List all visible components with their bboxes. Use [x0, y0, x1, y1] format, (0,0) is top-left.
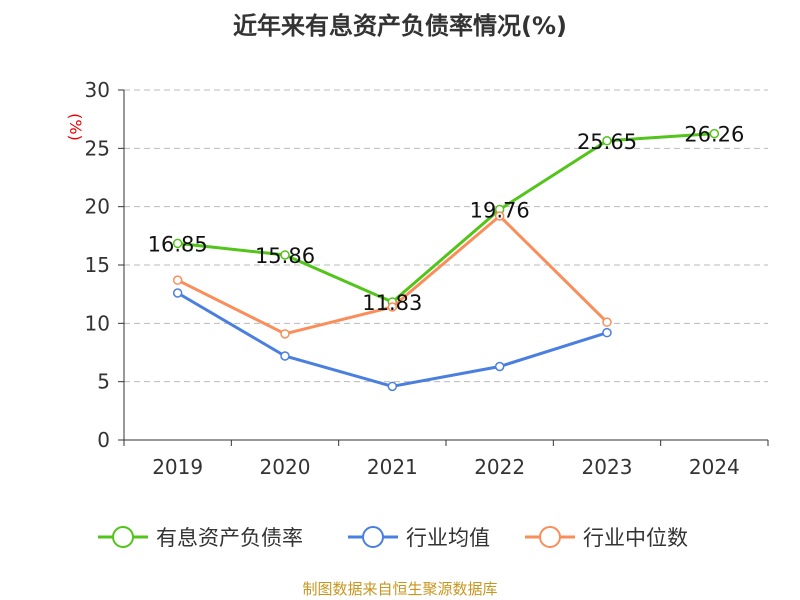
data-label: 25.65	[577, 130, 637, 154]
legend-marker	[539, 526, 561, 548]
x-tick-label: 2022	[474, 455, 525, 479]
y-tick-label: 30	[85, 78, 110, 102]
data-label: 15.86	[255, 244, 315, 268]
y-tick-label: 25	[85, 136, 110, 160]
data-point	[602, 317, 612, 327]
x-tick-label: 2024	[689, 455, 740, 479]
y-tick-label: 5	[97, 370, 110, 394]
data-point	[172, 275, 183, 285]
chart-title: 近年来有息资产负债率情况(%)	[233, 12, 567, 40]
data-point	[280, 351, 290, 361]
data-point	[709, 128, 720, 139]
series-line	[176, 213, 609, 336]
x-tick-label: 2019	[152, 455, 203, 479]
data-point	[494, 211, 505, 221]
series-line	[177, 132, 715, 304]
data-label: 11.83	[362, 291, 422, 315]
data-point	[602, 327, 612, 338]
y-tick-label: 10	[85, 311, 110, 335]
legend-label: 行业均值	[406, 526, 490, 550]
data-point	[387, 302, 398, 312]
data-point	[387, 381, 398, 392]
x-tick-label: 2020	[260, 455, 311, 479]
data-point	[494, 361, 505, 372]
data-label: 26.26	[684, 123, 744, 147]
x-tick-label: 2021	[367, 455, 418, 479]
data-point	[602, 136, 612, 146]
y-tick-label: 15	[85, 253, 110, 277]
x-tick-label: 2023	[582, 455, 633, 479]
legend-marker	[362, 526, 384, 548]
legend-label: 行业中位数	[583, 526, 688, 550]
y-axis-label: (%)	[66, 113, 85, 141]
data-label: 16.85	[148, 232, 208, 256]
data-point	[280, 329, 290, 339]
source-note: 制图数据来自恒生聚源数据库	[302, 580, 498, 598]
data-point	[172, 288, 183, 298]
y-tick-label: 0	[97, 428, 110, 452]
data-label: 19.76	[470, 198, 530, 222]
legend-marker	[112, 526, 134, 548]
data-point	[280, 250, 290, 260]
y-tick-label: 20	[85, 195, 110, 219]
legend-label: 有息资产负债率	[156, 526, 303, 550]
data-point	[172, 238, 183, 249]
